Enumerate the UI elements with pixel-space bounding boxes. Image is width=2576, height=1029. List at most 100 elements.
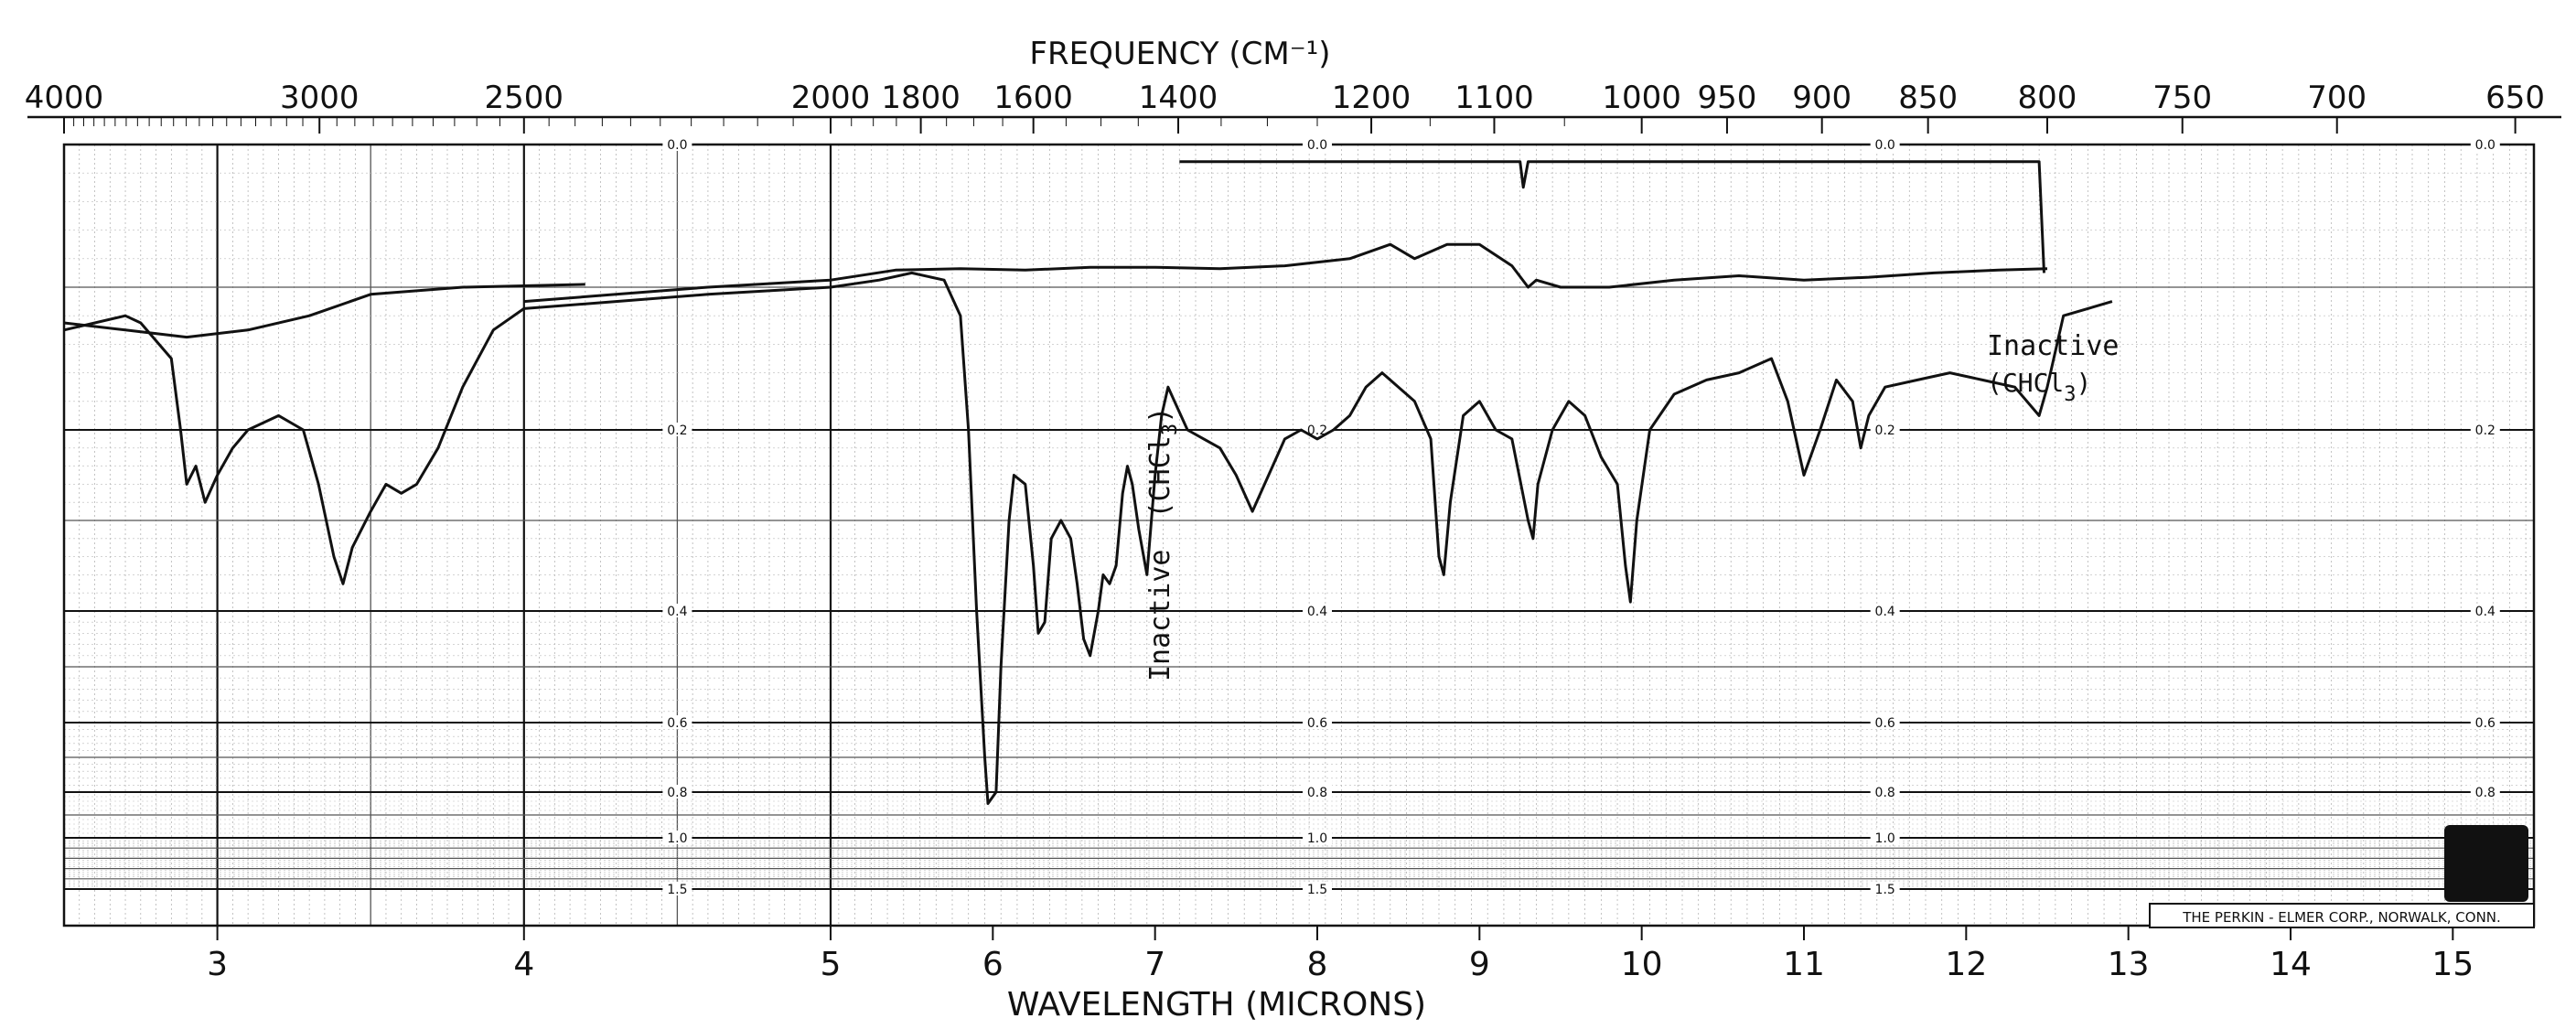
wavelength-tick-label: 3: [207, 946, 228, 983]
inactive-label-right: Inactive: [1987, 330, 2120, 362]
absorbance-label: 1.5: [1307, 883, 1327, 897]
spectrum-line-1: [63, 271, 2113, 805]
absorbance-label: 0.8: [667, 786, 687, 800]
absorbance-label: 0.2: [1307, 423, 1327, 438]
absorbance-label-bg: [1870, 785, 1900, 799]
chcl3-close-right: ): [2077, 368, 2092, 398]
absorbance-label: 0.6: [2475, 716, 2496, 731]
absorbance-label: 1.0: [667, 831, 687, 846]
wavelength-tick-label: 15: [2431, 946, 2474, 983]
svg-text:(CHCl3): (CHCl3): [1987, 368, 2091, 406]
wavelength-tick-label: 10: [1621, 946, 1663, 983]
inactive-chcl3-annotation-right: Inactive (CHCl3): [1987, 330, 2120, 406]
absorbance-label-bg: [1303, 785, 1332, 799]
absorbance-label: 0.6: [667, 716, 687, 731]
spectrum-line-4: [1179, 160, 2045, 273]
absorbance-label: 0.4: [667, 605, 687, 619]
frequency-tick-label: 1400: [1139, 80, 1218, 116]
absorbance-label-bg: [1303, 137, 1332, 151]
chcl3-subscript-right: 3: [2064, 383, 2076, 406]
chcl3-close-vertical: ): [1144, 407, 1176, 423]
absorbance-label-bg: [1303, 604, 1332, 617]
absorbance-label: 0.8: [2475, 786, 2496, 800]
inactive-label-vertical: Inactive: [1144, 550, 1176, 682]
frequency-tick-label: 1800: [881, 80, 961, 116]
frequency-tick-label: 2000: [791, 80, 871, 116]
absorbance-label: 0.8: [1875, 786, 1895, 800]
frequency-tick-label: 1200: [1332, 80, 1411, 116]
wavelength-tick-label: 8: [1307, 946, 1328, 983]
absorbance-label-bg: [1303, 831, 1332, 844]
frequency-tick-label: 800: [2018, 80, 2077, 116]
absorbance-label-bg: [662, 604, 692, 617]
frequency-tick-label: 650: [2485, 80, 2545, 116]
absorbance-label-bg: [2470, 604, 2500, 617]
frequency-tick-label: 900: [1792, 80, 1852, 116]
absorbance-label: 0.2: [667, 423, 687, 438]
absorbance-label: 0.0: [2475, 138, 2496, 153]
absorbance-label-bg: [2470, 137, 2500, 151]
absorbance-label-bg: [1870, 604, 1900, 617]
spectrum-line-2: [523, 242, 2048, 304]
chcl3-label-right: (CHCl: [1987, 368, 2064, 398]
absorbance-label-bg: [1870, 831, 1900, 844]
wavelength-tick-label: 9: [1469, 946, 1490, 983]
absorbance-label: 0.2: [2475, 423, 2496, 438]
frequency-tick-label: 1600: [993, 80, 1073, 116]
chcl3-subscript-vertical: 3: [1159, 423, 1182, 435]
absorbance-label-bg: [662, 831, 692, 844]
absorbance-label: 1.0: [1875, 831, 1895, 846]
inactive-chcl3-annotation-vertical: Inactive (CHCl3): [1144, 407, 1182, 681]
absorbance-label-bg: [2470, 423, 2500, 436]
absorbance-label-bg: [1303, 715, 1332, 729]
absorbance-label-bg: [1303, 882, 1332, 895]
absorbance-label: 0.6: [1307, 716, 1327, 731]
frequency-tick-label: 1000: [1602, 80, 1681, 116]
frequency-tick-label: 700: [2307, 80, 2367, 116]
frequency-tick-label: 1100: [1454, 80, 1534, 116]
spectrum-line-3: [63, 283, 585, 339]
absorbance-label-bg: [2470, 715, 2500, 729]
wavelength-tick-label: 5: [821, 946, 842, 983]
manufacturer-footer-text: THE PERKIN - ELMER CORP., NORWALK, CONN.: [2182, 909, 2501, 926]
absorbance-label: 0.2: [1875, 423, 1895, 438]
manufacturer-footer: THE PERKIN - ELMER CORP., NORWALK, CONN.: [2149, 903, 2535, 928]
absorbance-label-bg: [1870, 882, 1900, 895]
spectrum-series: [63, 160, 2113, 805]
absorbance-label: 0.4: [1875, 605, 1895, 619]
absorbance-label-bg: [1870, 137, 1900, 151]
wavelength-tick-label: 12: [1945, 946, 1987, 983]
absorbance-label-bg: [1870, 423, 1900, 436]
frequency-tick-label: 950: [1697, 80, 1756, 116]
absorbance-label: 0.0: [667, 138, 687, 153]
wavelength-tick-label: 6: [982, 946, 1004, 983]
absorbance-label-bg: [662, 715, 692, 729]
ink-blot: [2444, 825, 2528, 902]
absorbance-label-bg: [1870, 715, 1900, 729]
absorbance-label: 0.8: [1307, 786, 1327, 800]
absorbance-label-bg: [662, 785, 692, 799]
wavelength-axis-title: WAVELENGTH (MICRONS): [1007, 986, 1426, 1024]
absorbance-label-bg: [2470, 785, 2500, 799]
svg-text:Inactive (CHCl3): Inactive (CHCl3): [1144, 407, 1182, 681]
absorbance-label-bg: [662, 882, 692, 895]
frequency-axis-title: FREQUENCY (CM⁻¹): [1029, 36, 1330, 72]
frequency-tick-label: 750: [2152, 80, 2212, 116]
frequency-tick-label: 2500: [485, 80, 564, 116]
chart-grid: [27, 115, 2561, 927]
absorbance-label: 1.5: [667, 883, 687, 897]
wavelength-tick-label: 14: [2270, 946, 2312, 983]
absorbance-label-bg: [1303, 423, 1332, 436]
wavelength-tick-label: 11: [1783, 946, 1825, 983]
wavelength-tick-label: 7: [1144, 946, 1165, 983]
frequency-tick-label: 4000: [25, 80, 104, 116]
chcl3-label-vertical: (CHCl: [1144, 435, 1176, 518]
absorbance-label-bg: [662, 137, 692, 151]
absorbance-label: 0.4: [2475, 605, 2496, 619]
absorbance-label: 0.6: [1875, 716, 1895, 731]
absorbance-label: 0.4: [1307, 605, 1327, 619]
frequency-tick-label: 850: [1898, 80, 1958, 116]
absorbance-label: 1.0: [1307, 831, 1327, 846]
